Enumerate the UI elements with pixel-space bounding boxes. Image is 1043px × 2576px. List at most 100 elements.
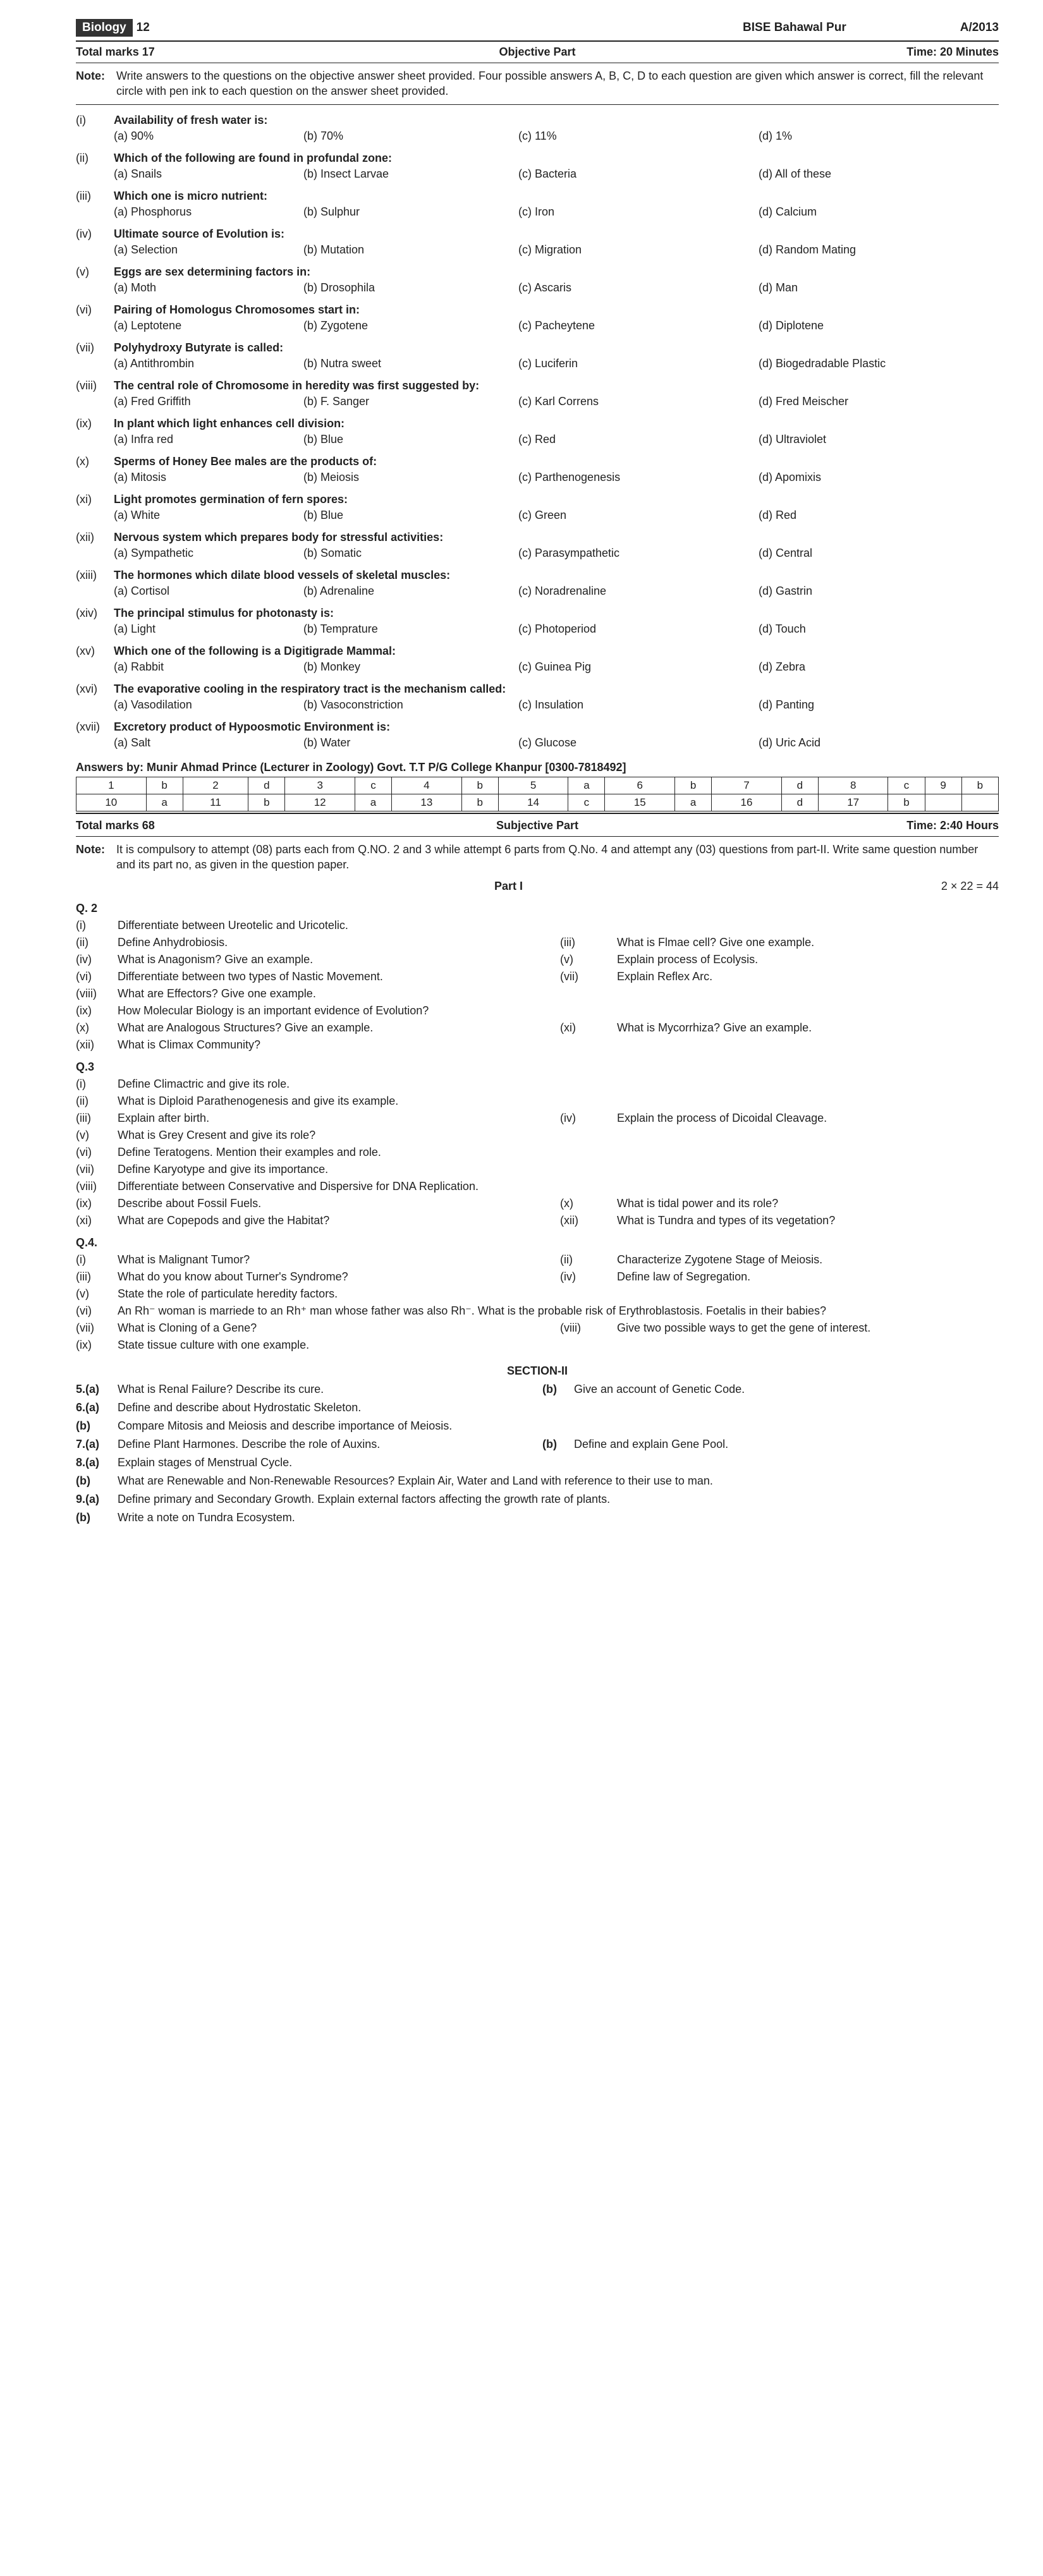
answer-key-cell: b (961, 777, 998, 794)
subjective-part-label: Subjective Part (384, 819, 692, 832)
mcq-num: (x) (76, 455, 114, 468)
subject-badge: Biology (76, 19, 133, 37)
opt-a: (a) Antithrombin (114, 357, 303, 370)
s2-text: Define and describe about Hydrostatic Sk… (118, 1401, 999, 1414)
subj-num-2: (xii) (560, 1214, 617, 1227)
subj-text-2: Define law of Segregation. (617, 1270, 999, 1284)
mcq-stem: Nervous system which prepares body for s… (114, 531, 999, 544)
mcq-num: (xii) (76, 531, 114, 544)
opt-b: (b) Meiosis (303, 471, 518, 484)
opt-d: (d) Zebra (759, 660, 999, 674)
subj-text-2: What is tidal power and its role? (617, 1197, 999, 1210)
opt-d: (d) Diplotene (759, 319, 999, 332)
subj-row-pair: (iv)What is Anagonism? Give an example.(… (76, 953, 999, 966)
subj-num: (ii) (76, 1095, 118, 1108)
answer-key-cell: 6 (605, 777, 675, 794)
answer-key-cell: b (888, 794, 925, 811)
section-ii-items: 5.(a)What is Renal Failure? Describe its… (76, 1383, 999, 1524)
opt-a: (a) Infra red (114, 433, 303, 446)
opt-b: (b) Water (303, 736, 518, 750)
mcq-num: (iv) (76, 228, 114, 241)
q3-header: Q.3 (76, 1060, 999, 1074)
answer-key-table: 1b2d3c4b5a6b7d8c9b10a11b12a13b14c15a16d1… (76, 777, 999, 811)
subj-num-2: (iii) (560, 936, 617, 949)
subj-num: (ix) (76, 1197, 118, 1210)
mcq-num: (v) (76, 265, 114, 279)
q3-items: (i)Define Climactric and give its role.(… (76, 1078, 999, 1227)
subj-num: (iii) (76, 1270, 118, 1284)
opt-c: (c) Karl Correns (518, 395, 759, 408)
opt-d: (d) Calcium (759, 205, 999, 219)
subj-text: How Molecular Biology is an important ev… (118, 1004, 999, 1018)
opt-a: (a) Moth (114, 281, 303, 295)
opt-a: (a) Selection (114, 243, 303, 257)
subj-row-pair: (i)What is Malignant Tumor?(ii)Character… (76, 1253, 999, 1267)
mcq-question: (xiv)The principal stimulus for photonas… (76, 607, 999, 620)
mcq-question: (iv)Ultimate source of Evolution is: (76, 228, 999, 241)
subj-num: (vi) (76, 970, 118, 983)
answer-key-cell (961, 794, 998, 811)
subj-row-pair: (iii)What do you know about Turner's Syn… (76, 1270, 999, 1284)
mcq-num: (xi) (76, 493, 114, 506)
mcq-num: (xv) (76, 645, 114, 658)
subj-header-row: Total marks 68 Subjective Part Time: 2:4… (76, 817, 999, 835)
s2-text: What are Renewable and Non-Renewable Res… (118, 1474, 999, 1488)
opt-a: (a) Snails (114, 167, 303, 181)
subj-text-2: Give two possible ways to get the gene o… (617, 1321, 999, 1335)
opt-b: (b) Vasoconstriction (303, 698, 518, 712)
subj-num: (vii) (76, 1163, 118, 1176)
s2-num: 5.(a) (76, 1383, 118, 1396)
objective-part-label: Objective Part (384, 46, 692, 59)
answer-key-cell: a (355, 794, 391, 811)
mcq-question: (v)Eggs are sex determining factors in: (76, 265, 999, 279)
q2-items: (i)Differentiate between Ureotelic and U… (76, 919, 999, 1052)
exam-page: Biology 12 BISE Bahawal Pur A/2013 Total… (0, 0, 1043, 1562)
subj-text: What is Cloning of a Gene? (118, 1321, 560, 1335)
subj-text-2: What is Tundra and types of its vegetati… (617, 1214, 999, 1227)
subj-text: What is Malignant Tumor? (118, 1253, 560, 1267)
answer-key-cell: 8 (818, 777, 888, 794)
answer-key-cell: 12 (285, 794, 355, 811)
mcq-stem: Availability of fresh water is: (114, 114, 999, 127)
subj-text: Define Teratogens. Mention their example… (118, 1146, 999, 1159)
mcq-options: (a) Fred Griffith(b) F. Sanger(c) Karl C… (114, 395, 999, 408)
opt-c: (c) Photoperiod (518, 623, 759, 636)
section-ii-header: SECTION-II (76, 1364, 999, 1378)
subj-row: (v)What is Grey Cresent and give its rol… (76, 1129, 999, 1142)
subj-row: (xii)What is Climax Community? (76, 1038, 999, 1052)
opt-d: (d) Uric Acid (759, 736, 999, 750)
opt-a: (a) Fred Griffith (114, 395, 303, 408)
subj-num: (xii) (76, 1038, 118, 1052)
opt-a: (a) Mitosis (114, 471, 303, 484)
opt-a: (a) 90% (114, 130, 303, 143)
mcq-options: (a) Vasodilation(b) Vasoconstriction(c) … (114, 698, 999, 712)
opt-c: (c) Migration (518, 243, 759, 257)
mcq-num: (ix) (76, 417, 114, 430)
subj-row: (viii)Differentiate between Conservative… (76, 1180, 999, 1193)
subj-text: Differentiate between two types of Nasti… (118, 970, 560, 983)
mcq-question: (ii)Which of the following are found in … (76, 152, 999, 165)
mcq-options: (a) Moth(b) Drosophila(c) Ascaris(d) Man (114, 281, 999, 295)
subj-text: What is Diploid Parathenogenesis and giv… (118, 1095, 999, 1108)
subj-text-2: Explain Reflex Arc. (617, 970, 999, 983)
mcq-num: (iii) (76, 190, 114, 203)
opt-c: (c) Noradrenaline (518, 585, 759, 598)
board-label: BISE Bahawal Pur (743, 21, 846, 35)
subj-text: What are Copepods and give the Habitat? (118, 1214, 560, 1227)
obj-note-text: Write answers to the questions on the ob… (116, 68, 999, 99)
subj-text-2: Characterize Zygotene Stage of Meiosis. (617, 1253, 999, 1267)
opt-b: (b) 70% (303, 130, 518, 143)
subj-row: (ix)How Molecular Biology is an importan… (76, 1004, 999, 1018)
subj-num-2: (iv) (560, 1270, 617, 1284)
answer-key-cell: c (355, 777, 391, 794)
subj-text: What are Effectors? Give one example. (118, 987, 999, 1000)
subj-row: (viii)What are Effectors? Give one examp… (76, 987, 999, 1000)
opt-c: (c) Ascaris (518, 281, 759, 295)
section-ii-row: 8.(a)Explain stages of Menstrual Cycle. (76, 1456, 999, 1469)
subj-row: (ii)What is Diploid Parathenogenesis and… (76, 1095, 999, 1108)
subj-num: (iii) (76, 1112, 118, 1125)
opt-b: (b) Drosophila (303, 281, 518, 295)
part-i-marks: 2 × 22 = 44 (941, 880, 999, 893)
section-ii-row: 9.(a)Define primary and Secondary Growth… (76, 1493, 999, 1506)
subj-text: What are Analogous Structures? Give an e… (118, 1021, 560, 1035)
